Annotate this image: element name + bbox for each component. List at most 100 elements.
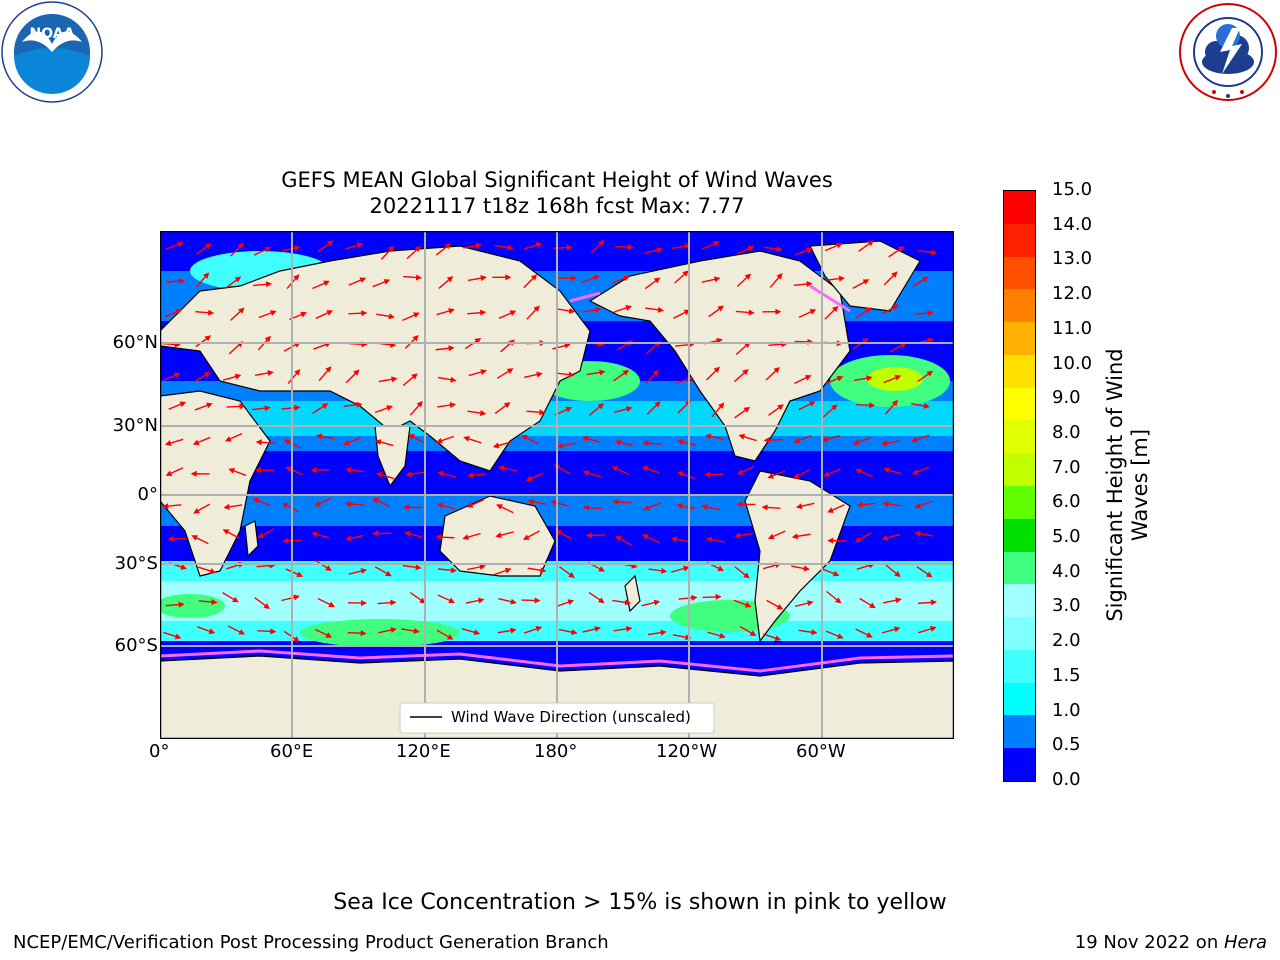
colorbar-swatch xyxy=(1004,748,1035,781)
wave-direction-arrow xyxy=(497,627,517,634)
wave-direction-arrow xyxy=(885,399,899,415)
wave-direction-arrow xyxy=(582,626,601,633)
wave-direction-arrow xyxy=(372,530,392,537)
wave-direction-arrow xyxy=(889,342,907,353)
wave-direction-arrow xyxy=(552,342,571,350)
wave-direction-arrow xyxy=(168,401,187,410)
colorbar-tick-label: 2.0 xyxy=(1052,630,1081,652)
wave-direction-arrow xyxy=(404,530,423,539)
wave-direction-arrow xyxy=(374,405,393,414)
wave-direction-arrow xyxy=(795,502,815,510)
wave-direction-arrow xyxy=(437,376,457,383)
wave-direction-arrow xyxy=(253,281,273,288)
wave-direction-arrow xyxy=(526,409,546,416)
wave-direction-arrow xyxy=(195,309,215,316)
wave-direction-arrow xyxy=(467,472,487,479)
wave-direction-arrow xyxy=(676,503,696,510)
wave-direction-arrow xyxy=(641,534,660,544)
wave-direction-arrow xyxy=(793,281,813,288)
nws-logo xyxy=(1179,3,1277,101)
wave-direction-arrow xyxy=(521,434,539,445)
map-subtitle: 20221117 t18z 168h fcst Max: 7.77 xyxy=(369,194,745,218)
lon-tick-0: 0° xyxy=(149,741,170,762)
wave-direction-arrow xyxy=(402,564,422,571)
wave-direction-arrow xyxy=(704,471,724,478)
wave-direction-arrow xyxy=(258,310,277,319)
wave-direction-arrow xyxy=(257,528,275,539)
wave-direction-arrow xyxy=(852,437,871,446)
wave-direction-arrow xyxy=(166,278,186,285)
wave-direction-arrow xyxy=(195,243,212,255)
colorbar-tick-label: 0.0 xyxy=(1052,769,1081,790)
wave-direction-arrow xyxy=(467,410,487,416)
wave-direction-arrow xyxy=(317,240,334,253)
wave-direction-arrow xyxy=(227,625,246,635)
wave-direction-arrow xyxy=(645,306,665,313)
lat-tick-60n: 60°N xyxy=(112,332,158,353)
wave-direction-arrow xyxy=(467,564,486,571)
wave-direction-arrow xyxy=(677,471,696,480)
wave-direction-arrow xyxy=(192,436,211,446)
wave-direction-arrow xyxy=(287,369,301,385)
wave-direction-arrow xyxy=(225,276,242,289)
wave-direction-arrow xyxy=(467,275,487,282)
wave-direction-arrow xyxy=(911,466,930,475)
wave-direction-arrow xyxy=(856,501,876,508)
wave-direction-arrow xyxy=(523,274,538,289)
wave-direction-arrow xyxy=(403,504,423,511)
wave-direction-arrow xyxy=(582,470,602,478)
wave-direction-arrow xyxy=(281,245,301,252)
colorbar-tick-label: 11.0 xyxy=(1052,317,1093,339)
wave-direction-arrow xyxy=(853,375,873,382)
colorbar xyxy=(1003,190,1036,782)
wave-direction-arrow xyxy=(613,305,633,313)
wave-direction-arrow xyxy=(791,533,811,540)
wave-direction-arrow xyxy=(882,501,902,508)
wave-direction-arrow xyxy=(194,402,213,411)
wave-direction-arrow xyxy=(222,529,240,539)
colorbar-swatch xyxy=(1004,354,1035,388)
wave-direction-arrow xyxy=(678,594,698,601)
wave-direction-arrow xyxy=(494,244,514,251)
wave-direction-arrow xyxy=(798,309,817,318)
wave-direction-arrow xyxy=(498,465,517,472)
colorbar-swatch xyxy=(1004,322,1035,355)
sea-ice-edges xyxy=(160,284,954,673)
wave-direction-arrow xyxy=(372,498,390,507)
wave-direction-arrow xyxy=(555,599,575,608)
wave-direction-arrow xyxy=(911,434,930,443)
lon-tick-60w: 60°W xyxy=(796,741,846,762)
wave-direction-arrow xyxy=(762,308,782,315)
lat-tick-30n: 30°N xyxy=(112,415,158,436)
noaa-logo-text: NOAA xyxy=(30,26,75,42)
wave-direction-arrow xyxy=(436,502,456,510)
wave-direction-arrow xyxy=(711,402,725,418)
wave-direction-arrow xyxy=(558,628,578,636)
wave-direction-arrow xyxy=(525,472,544,482)
wave-direction-arrow xyxy=(348,568,368,575)
wave-direction-arrow xyxy=(521,597,541,604)
wave-direction-arrow xyxy=(164,438,184,446)
lat-tick-0: 0° xyxy=(137,484,158,505)
footer-branch: NCEP/EMC/Verification Post Processing Pr… xyxy=(13,932,609,953)
wave-direction-arrow xyxy=(498,598,517,605)
wave-direction-arrow xyxy=(230,242,245,257)
wave-direction-arrow xyxy=(408,434,426,444)
footer-host: Hera xyxy=(1223,932,1267,953)
wave-direction-arrow xyxy=(882,626,901,634)
wave-direction-arrow xyxy=(283,630,300,643)
wave-direction-arrow xyxy=(705,536,725,543)
colorbar-tick-label: 5.0 xyxy=(1052,526,1081,548)
wave-direction-arrow xyxy=(733,599,752,608)
wave-direction-arrow xyxy=(767,470,786,479)
wave-direction-arrow xyxy=(317,597,336,608)
wave-direction-arrow xyxy=(643,502,662,511)
wave-direction-arrow xyxy=(914,310,934,317)
colorbar-swatch xyxy=(1004,485,1035,519)
wave-direction-arrow xyxy=(522,530,540,540)
wave-direction-arrow xyxy=(438,276,454,289)
wave-direction-arrow xyxy=(705,366,720,381)
wave-direction-arrow xyxy=(435,534,455,541)
colorbar-tick-label: 8.0 xyxy=(1052,421,1081,443)
wave-direction-arrow xyxy=(193,371,211,383)
